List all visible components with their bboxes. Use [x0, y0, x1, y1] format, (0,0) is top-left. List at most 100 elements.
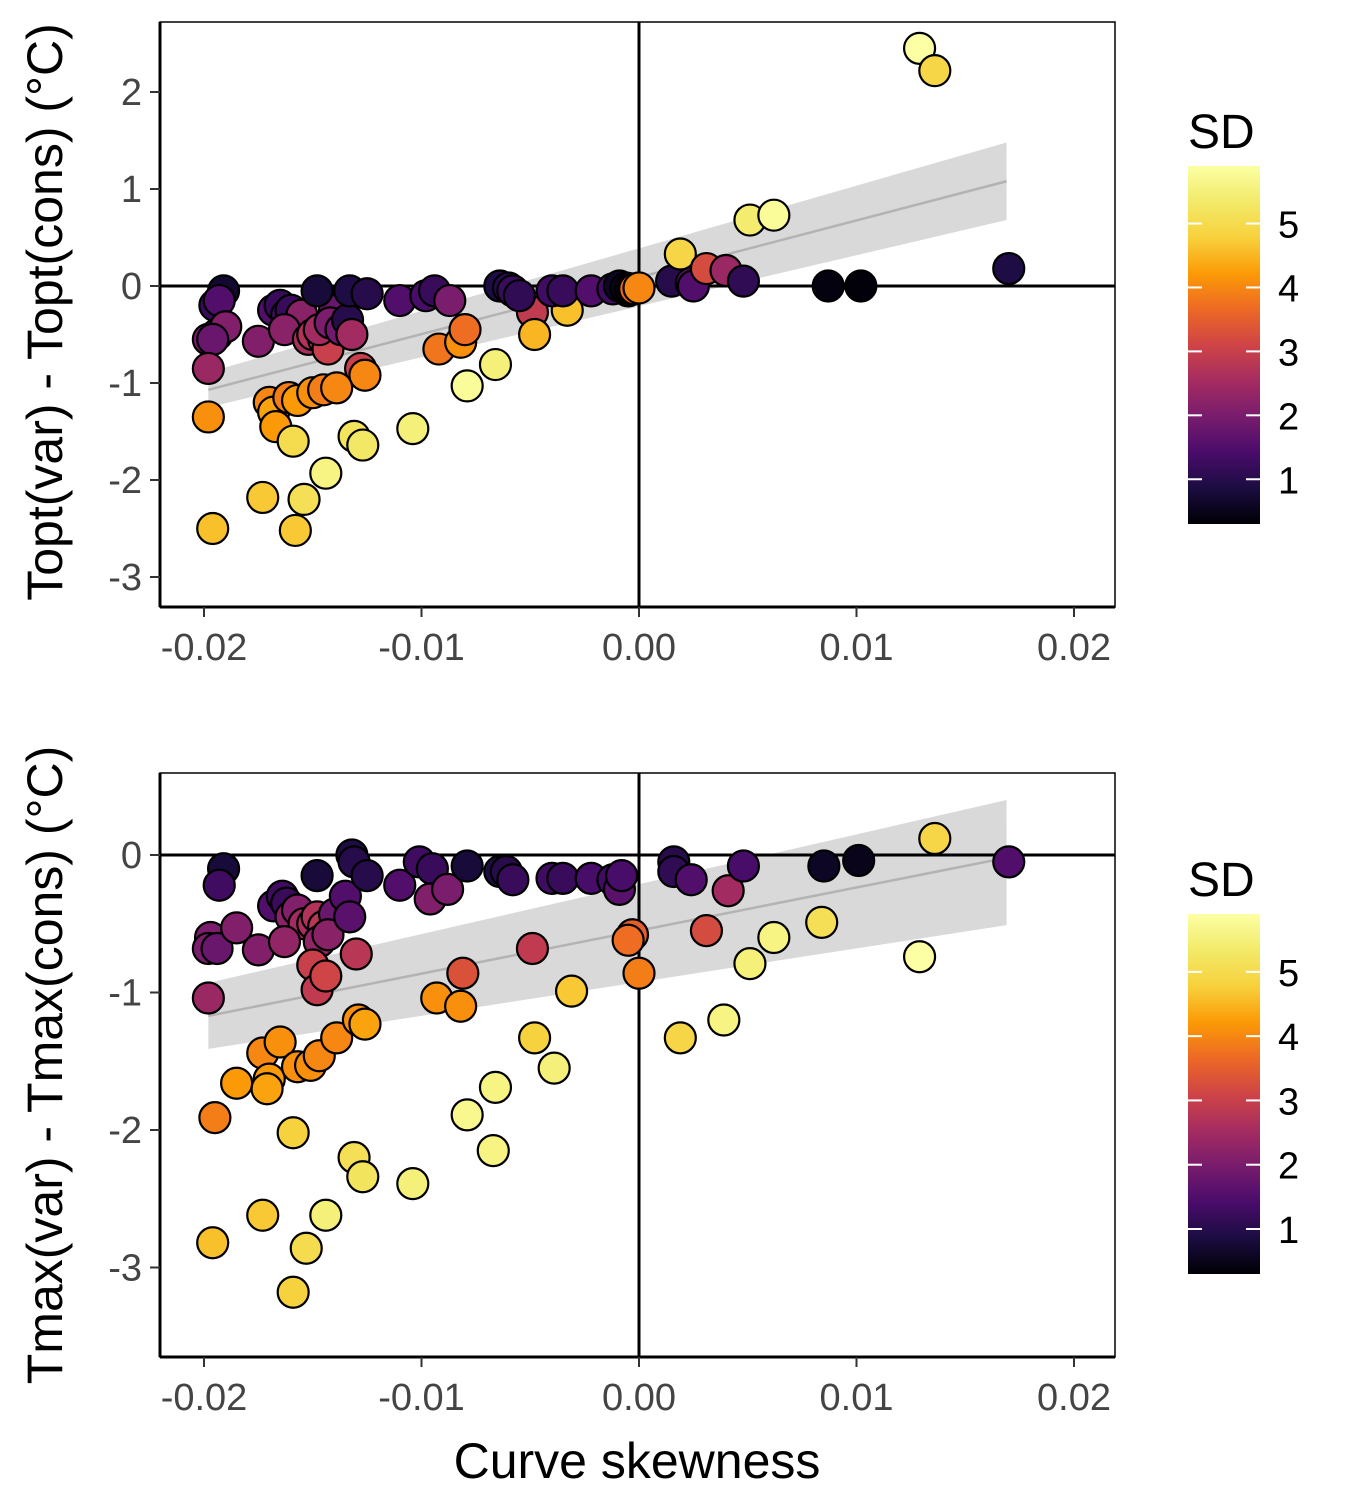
data-point	[663, 237, 697, 271]
data-point	[805, 905, 839, 939]
data-point	[309, 959, 343, 993]
y-tick-label: -3	[108, 557, 142, 599]
data-point	[339, 937, 373, 971]
colorbar	[1188, 166, 1260, 524]
data-point	[191, 981, 225, 1015]
legend-label: 1	[1278, 1210, 1299, 1252]
data-point	[276, 1275, 310, 1309]
legend-label: 3	[1278, 332, 1299, 374]
y-tick-label: 0	[121, 835, 142, 877]
data-point	[450, 369, 484, 403]
data-point	[250, 1072, 284, 1106]
data-point	[350, 859, 384, 893]
x-tick-label: -0.02	[161, 627, 248, 669]
data-point	[320, 371, 354, 405]
legend-label: 2	[1278, 396, 1299, 438]
data-point	[918, 821, 952, 856]
data-point	[335, 317, 369, 352]
data-point	[300, 859, 334, 893]
x-tick-label: -0.01	[378, 627, 465, 669]
data-point	[191, 351, 225, 386]
data-point	[546, 274, 580, 308]
x-tick-label: -0.01	[378, 1377, 465, 1419]
panel-2: -0.02 -0.01 0.00 0.01 0.02 -3 -2 -1 0 Tmax(var) -…	[17, 746, 1299, 1419]
data-point	[446, 956, 480, 990]
data-point	[320, 1021, 354, 1055]
legend-label: 3	[1278, 1081, 1299, 1123]
data-point	[622, 271, 656, 305]
data-point	[350, 277, 384, 311]
y-tick-label: -1	[108, 363, 142, 405]
y-tick-label: -2	[108, 460, 142, 502]
data-point	[346, 428, 380, 462]
data-point	[674, 863, 708, 897]
data-point	[311, 918, 345, 952]
data-point	[918, 54, 952, 88]
data-point	[309, 1198, 343, 1232]
data-point	[733, 947, 767, 981]
x-tick-label: 0.00	[602, 1377, 676, 1419]
data-point	[433, 283, 467, 318]
data-point	[711, 874, 745, 908]
data-point	[196, 1226, 230, 1260]
y-tick-label: -3	[108, 1248, 142, 1290]
data-point	[202, 868, 236, 902]
y-tick-label: -2	[108, 1110, 142, 1152]
data-point	[348, 358, 382, 392]
data-point	[663, 1021, 697, 1055]
data-point	[726, 849, 761, 883]
data-point	[263, 1025, 297, 1059]
data-point	[496, 863, 530, 897]
y-tick-label: 2	[121, 72, 142, 114]
data-point	[348, 1007, 382, 1041]
y-tick-label: -1	[108, 973, 142, 1015]
data-point	[444, 989, 478, 1023]
data-point	[431, 872, 465, 906]
data-point	[396, 411, 430, 446]
data-point	[992, 251, 1026, 286]
x-tick-label: 0.00	[602, 627, 676, 669]
data-point	[502, 279, 536, 313]
data-point	[191, 400, 225, 434]
data-point	[287, 482, 321, 516]
legend-label: 5	[1278, 953, 1299, 995]
data-point	[346, 1160, 380, 1194]
data-point	[333, 900, 367, 934]
data-point	[200, 931, 234, 966]
legend-label: 1	[1278, 460, 1299, 502]
x-axis-title: Curve skewness	[454, 1433, 821, 1489]
data-point	[196, 511, 230, 546]
data-point	[842, 843, 876, 878]
data-point	[807, 849, 841, 883]
data-point	[478, 1070, 513, 1104]
legend-label: 4	[1278, 1017, 1299, 1059]
panel-1: -0.02 -0.01 0.00 0.01 0.02 -3 -2 -1 0 1 2 Topt(var)…	[17, 21, 1299, 669]
data-point	[537, 1051, 571, 1085]
legend-label: 4	[1278, 268, 1299, 310]
data-point	[554, 974, 589, 1008]
data-point	[757, 920, 791, 955]
confidence-band	[208, 800, 1007, 1049]
data-point	[300, 274, 334, 308]
data-point	[707, 1003, 741, 1037]
data-point	[450, 849, 484, 883]
data-point	[476, 1134, 510, 1168]
data-point	[611, 923, 645, 957]
data-point	[450, 1098, 484, 1132]
colorbar	[1188, 914, 1260, 1274]
data-point	[902, 940, 937, 974]
data-point	[689, 914, 724, 948]
y-tick-label: 0	[121, 266, 142, 308]
legend-title: SD	[1188, 106, 1255, 159]
data-point	[517, 1021, 552, 1055]
data-point	[309, 456, 343, 490]
data-point	[515, 931, 550, 966]
y-tick-label: 1	[121, 169, 142, 211]
x-tick-label: 0.01	[820, 627, 894, 669]
color-legend: SD 1 2 3 4 5	[1188, 854, 1299, 1274]
data-point	[396, 1167, 430, 1201]
data-point	[844, 269, 878, 303]
x-tick-label: 0.02	[1037, 1377, 1111, 1419]
trend-line	[208, 856, 1007, 1018]
